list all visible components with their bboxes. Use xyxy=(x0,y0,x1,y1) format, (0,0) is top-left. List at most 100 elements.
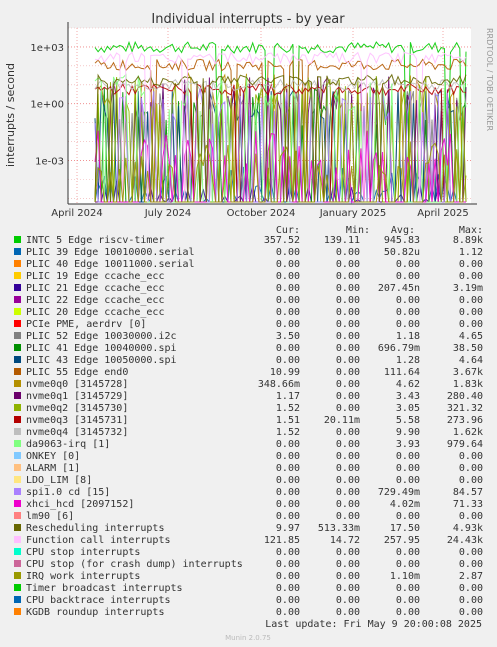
legend-swatch xyxy=(14,572,21,579)
legend-series-name: nvme0q3 [3145731] xyxy=(26,415,128,426)
legend-row: PCIe PME, aerdrv [0] 0.00 0.00 0.00 0.00 xyxy=(14,319,483,330)
legend-swatch xyxy=(14,356,21,363)
legend-value-avg: 0.00 xyxy=(396,319,420,330)
legend-value-min: 0.00 xyxy=(336,607,360,618)
legend-series-name: ONKEY [0] xyxy=(26,451,80,462)
legend-value-min: 0.00 xyxy=(336,451,360,462)
legend-row: PLIC 43 Edge 10050000.spi 0.00 0.00 1.28 4.6… xyxy=(14,355,483,366)
legend-value-avg: 3.43 xyxy=(396,391,420,402)
legend-row: INTC 5 Edge riscv-timer 357.52 139.11 945.8… xyxy=(14,235,483,246)
legend-row: PLIC 40 Edge 10011000.serial 0.00 0.00 0.00… xyxy=(14,259,483,270)
x-tick-label: April 2024 xyxy=(51,208,102,219)
legend-value-min: 20.11m xyxy=(324,415,360,426)
legend-swatch xyxy=(14,272,21,279)
legend-value-max: 1.62k xyxy=(453,427,483,438)
legend-series-name: xhci_hcd [2097152] xyxy=(26,499,134,510)
legend-row: PLIC 22 Edge ccache_ecc 0.00 0.00 0.00 0.00 xyxy=(14,295,483,306)
legend-value-cur: 0.00 xyxy=(276,271,300,282)
legend-swatch xyxy=(14,368,21,375)
legend-value-avg: 0.00 xyxy=(396,511,420,522)
legend-value-cur: 0.00 xyxy=(276,511,300,522)
legend-swatch xyxy=(14,380,21,387)
legend-value-cur: 0.00 xyxy=(276,463,300,474)
legend-value-min: 0.00 xyxy=(336,259,360,270)
legend-value-min: 0.00 xyxy=(336,439,360,450)
legend-value-min: 0.00 xyxy=(336,247,360,258)
legend-value-avg: 4.62 xyxy=(396,379,420,390)
legend-value-max: 280.40 xyxy=(447,391,483,402)
legend-value-max: 0.00 xyxy=(459,547,483,558)
series-line xyxy=(94,73,467,203)
legend-value-max: 0.00 xyxy=(459,595,483,606)
x-tick-label: April 2025 xyxy=(417,208,468,219)
legend-row: PLIC 41 Edge 10040000.spi 0.00 0.00 696.79m… xyxy=(14,343,483,354)
series-line xyxy=(94,82,467,203)
legend-value-avg: 50.82u xyxy=(384,247,420,258)
legend-series-name: INTC 5 Edge riscv-timer xyxy=(26,235,164,246)
legend-value-avg: 3.05 xyxy=(396,403,420,414)
legend-header-avg: Avg: xyxy=(391,225,415,236)
legend-value-cur: 1.51 xyxy=(276,415,300,426)
legend-swatch xyxy=(14,488,21,495)
legend-row: PLIC 21 Edge ccache_ecc 0.00 0.00 207.45n 3.… xyxy=(14,283,483,294)
legend-value-avg: 0.00 xyxy=(396,547,420,558)
legend-value-avg: 0.00 xyxy=(396,271,420,282)
legend-series-name: LDO_LIM [8] xyxy=(26,475,92,486)
legend-value-max: 4.65 xyxy=(459,331,483,342)
legend-row: spi1.0 cd [15] 0.00 0.00 729.49m 84.57 xyxy=(14,487,483,498)
legend-value-min: 0.00 xyxy=(336,355,360,366)
x-tick-label: July 2024 xyxy=(144,208,192,219)
legend-value-avg: 9.90 xyxy=(396,427,420,438)
legend-value-cur: 0.00 xyxy=(276,247,300,258)
series-line xyxy=(94,58,467,203)
legend-series-name: nvme0q0 [3145728] xyxy=(26,379,128,390)
legend-row: CPU stop interrupts 0.00 0.00 0.00 0.00 xyxy=(14,547,483,558)
legend-value-avg: 729.49m xyxy=(378,487,420,498)
legend-row: Function call interrupts 121.85 14.72 257.9… xyxy=(14,535,483,546)
legend-swatch xyxy=(14,332,21,339)
legend-row: PLIC 19 Edge ccache_ecc 0.00 0.00 0.00 0.00 xyxy=(14,271,483,282)
legend-swatch xyxy=(14,524,21,531)
legend-row: nvme0q2 [3145730] 1.52 0.00 3.05 321.32 xyxy=(14,403,483,414)
legend-series-name: CPU backtrace interrupts xyxy=(26,595,171,606)
legend-value-cur: 1.52 xyxy=(276,403,300,414)
legend-value-max: 4.64 xyxy=(459,355,483,366)
legend-value-max: 1.83k xyxy=(453,379,483,390)
legend-value-avg: 0.00 xyxy=(396,295,420,306)
legend-value-min: 139.11 xyxy=(324,235,360,246)
legend-value-max: 1.12 xyxy=(459,247,483,258)
legend-value-cur: 0.00 xyxy=(276,307,300,318)
legend-row: PLIC 20 Edge ccache_ecc 0.00 0.00 0.00 0.00 xyxy=(14,307,483,318)
legend-row: CPU backtrace interrupts 0.00 0.00 0.00 0.00 xyxy=(14,595,483,606)
legend-swatch xyxy=(14,548,21,555)
side-label: RRDTOOL / TOBI OETIKER xyxy=(485,28,494,131)
legend-swatch xyxy=(14,608,21,615)
legend-value-min: 0.00 xyxy=(336,559,360,570)
legend-value-min: 0.00 xyxy=(336,427,360,438)
legend-series-name: Rescheduling interrupts xyxy=(26,523,164,534)
legend-value-min: 0.00 xyxy=(336,307,360,318)
legend-row: KGDB roundup interrupts 0.00 0.00 0.00 0.00 xyxy=(14,607,483,618)
legend-row: nvme0q3 [3145731] 1.51 20.11m 5.58 273.96 xyxy=(14,415,483,426)
series-line xyxy=(94,51,467,203)
legend-row: IRQ work interrupts 0.00 0.00 1.10m 2.87 xyxy=(14,571,483,582)
legend-swatch xyxy=(14,404,21,411)
legend-value-cur: 9.97 xyxy=(276,523,300,534)
axes: 1e+03 1e+00 1e-03 April 2024 July 2024 Octobe… xyxy=(30,22,477,219)
legend: Cur: Min: Avg: Max: INTC 5 Edge riscv-timer 3… xyxy=(14,225,483,618)
legend-value-min: 0.00 xyxy=(336,511,360,522)
legend-row: nvme0q4 [3145732] 1.52 0.00 9.90 1.62k xyxy=(14,427,483,438)
legend-value-cur: 348.66m xyxy=(258,379,300,390)
legend-value-cur: 0.00 xyxy=(276,343,300,354)
legend-series-name: PLIC 52 Edge 10030000.i2c xyxy=(26,331,177,342)
legend-swatch xyxy=(14,512,21,519)
legend-swatch xyxy=(14,596,21,603)
legend-swatch xyxy=(14,236,21,243)
legend-value-avg: 5.58 xyxy=(396,415,420,426)
legend-swatch xyxy=(14,536,21,543)
legend-value-max: 0.00 xyxy=(459,307,483,318)
legend-value-cur: 0.00 xyxy=(276,559,300,570)
legend-value-avg: 207.45n xyxy=(378,283,420,294)
legend-swatch xyxy=(14,440,21,447)
legend-value-max: 71.33 xyxy=(453,499,483,510)
